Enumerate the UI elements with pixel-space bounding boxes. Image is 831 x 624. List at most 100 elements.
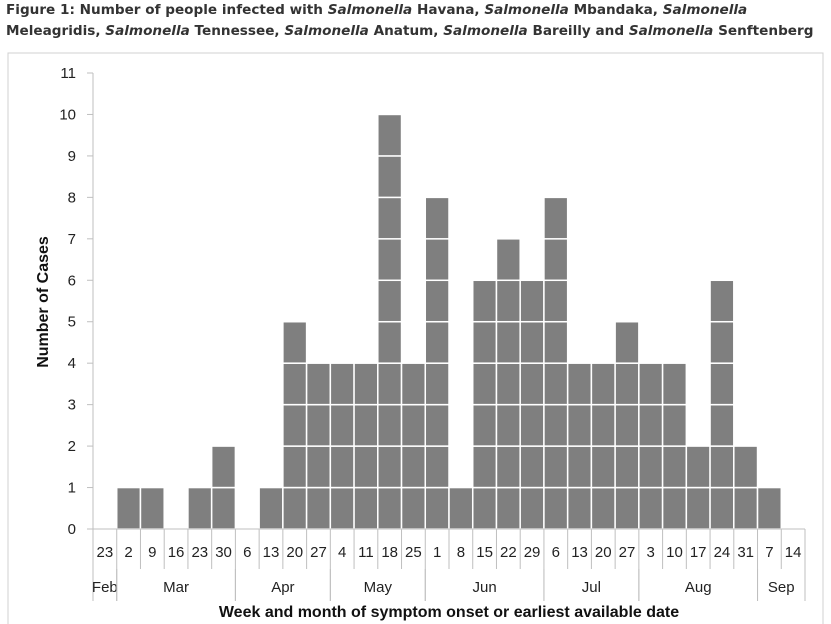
x-tick-label: 15 [476,544,493,561]
case-block [566,362,593,406]
case-block [353,445,379,489]
case-block [566,445,593,489]
case-block [519,403,545,447]
case-block [495,320,521,364]
case-block [519,486,545,530]
title-part: Figure 1: Number of people infected with [6,2,328,18]
month-label: May [364,579,393,596]
case-block [543,403,569,447]
case-block [638,403,664,447]
case-block [353,486,379,530]
case-block [258,486,284,530]
case-block [495,403,521,447]
month-label: Sep [768,579,795,596]
x-tick-label: 22 [500,544,517,561]
case-block [709,362,735,406]
case-block [377,403,403,447]
case-block [614,362,640,406]
case-block [495,362,521,406]
case-block [424,320,450,364]
case-block [187,486,213,530]
case-block [566,403,593,447]
case-block [329,486,355,530]
case-block [685,445,711,489]
case-block [566,486,593,530]
x-tick-label: 10 [666,544,683,561]
x-tick-label: 25 [405,544,422,561]
case-block [638,362,664,406]
x-tick-label: 14 [785,544,802,561]
case-block [282,403,308,447]
y-tick-label: 5 [68,314,76,331]
case-block [543,445,569,489]
case-block [305,486,332,530]
case-block [638,445,664,489]
case-block [590,445,616,489]
case-block [519,279,545,323]
case-block [709,403,735,447]
case-block [377,113,403,157]
x-tick-label: 27 [310,544,327,561]
case-block [377,445,403,489]
case-block [614,403,640,447]
title-part: Senftenberg [713,23,814,39]
y-tick-label: 1 [68,480,76,497]
x-tick-label: 17 [690,544,707,561]
case-block [661,445,688,489]
x-tick-label: 11 [358,544,374,561]
y-tick-label: 4 [68,355,76,372]
y-tick-label: 0 [68,521,76,538]
x-tick-label: 6 [243,544,251,561]
case-block [400,486,427,530]
x-axis-label: Week and month of symptom onset or earli… [219,604,679,621]
x-tick-label: 20 [286,544,303,561]
x-tick-label: 6 [552,544,560,561]
x-tick-label: 3 [647,544,655,561]
case-block [471,279,498,323]
x-tick-label: 29 [524,544,541,561]
case-block [614,486,640,530]
case-block [495,279,521,323]
case-block [709,445,735,489]
case-block [543,238,569,282]
x-tick-label: 27 [619,544,636,561]
case-block [614,445,640,489]
title-part: Salmonella [105,23,190,39]
case-block [377,196,403,240]
x-tick-label: 23 [97,544,114,561]
bars-group [115,113,783,530]
month-label: Apr [271,579,294,596]
month-label: Aug [685,579,712,596]
x-tick-label: 13 [571,544,588,561]
case-block [353,403,379,447]
title-part: Tennessee, [189,23,285,39]
case-block [543,486,569,530]
case-block [519,362,545,406]
case-block [709,320,735,364]
y-axis-label: Number of Cases [35,236,52,368]
x-tick-label: 23 [191,544,208,561]
chart-frame [7,52,824,624]
title-part: Salmonella [662,2,748,18]
case-block [709,486,735,530]
case-block [329,403,355,447]
case-block [115,486,142,530]
case-block [400,445,427,489]
title-part: Salmonella [327,2,413,18]
case-block [377,238,403,282]
case-block [377,155,403,199]
x-tick-label: 8 [457,544,465,561]
y-tick-label: 3 [68,397,76,414]
case-block [661,486,688,530]
case-block [377,320,403,364]
case-block [543,362,569,406]
case-block [400,362,427,406]
title-part: Bareilly and [527,23,629,39]
month-label: Feb [92,579,118,596]
case-block [424,486,450,530]
title-part: Salmonella [484,2,569,18]
chart-title: Figure 1: Number of people infected with… [6,0,828,42]
case-block [709,279,735,323]
case-block [305,362,332,406]
